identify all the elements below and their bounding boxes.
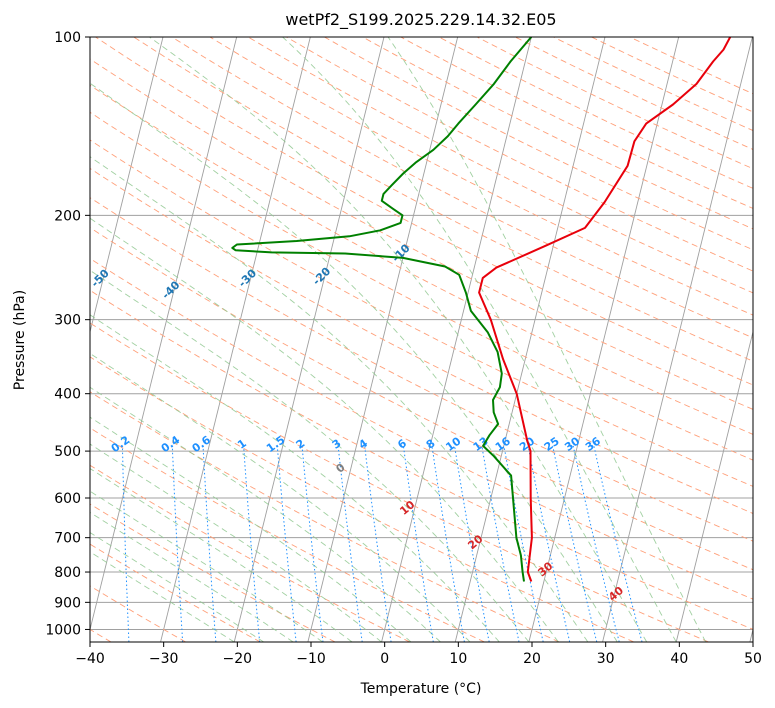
dry-adiabat-line: [362, 37, 753, 230]
dry-adiabat-line: [90, 391, 560, 642]
isotherm-line: [381, 37, 532, 642]
moist-adiabat-line: [387, 37, 707, 642]
dry-adiabat-line: [90, 289, 753, 630]
y-tick-label: 700: [54, 531, 81, 547]
background-lines: [90, 37, 753, 642]
isotherm-line: [90, 37, 164, 334]
y-tick-label: 200: [54, 208, 81, 224]
moist-adiabat-line: [90, 443, 382, 642]
dry-adiabat-line: [90, 427, 485, 642]
x-tick-label: −40: [75, 651, 105, 667]
y-axis-label: Pressure (hPa): [12, 290, 28, 390]
isotherm-line: [90, 37, 238, 632]
x-tick-label: 40: [670, 651, 688, 667]
isotherm-label: -60: [15, 265, 38, 288]
mixing-ratio-line: [572, 445, 620, 642]
mixing-ratio-line: [171, 445, 184, 642]
mixing-ratio-line: [481, 445, 520, 642]
x-axis-label: Temperature (°C): [360, 681, 482, 697]
mixing-ratio-line: [276, 445, 297, 642]
moist-adiabat-line: [90, 82, 618, 642]
moist-adiabat-line: [90, 217, 559, 642]
moist-adiabat-line: [90, 468, 353, 642]
mixing-ratio-line: [364, 445, 392, 642]
x-tick-label: −20: [223, 651, 253, 667]
isotherm-line: [749, 627, 753, 642]
profile-lines: [231, 37, 732, 582]
dry-adiabat-line: [286, 37, 753, 272]
x-tick-label: 10: [449, 651, 467, 667]
isotherm-line: [675, 330, 753, 642]
x-tick-label: −30: [149, 651, 179, 667]
isotherm-line: [454, 37, 606, 642]
y-tick-label: 900: [54, 595, 81, 611]
x-tick-label: 50: [744, 651, 762, 667]
dry-adiabat-line: [95, 37, 753, 386]
mixing-ratio-line: [503, 445, 544, 642]
mixing-ratio-line: [454, 445, 490, 642]
moist-adiabat-line: [90, 490, 323, 642]
dry-adiabat-line: [209, 37, 753, 316]
mixing-ratio-line: [337, 445, 363, 642]
mixing-ratio-line: [593, 445, 643, 642]
mixing-ratio-line: [243, 445, 261, 642]
y-tick-label: 100: [54, 30, 81, 46]
moist-adiabat-line: [90, 314, 500, 642]
mixing-ratio-line: [431, 445, 465, 642]
y-tick-label: 500: [54, 444, 81, 460]
moist-adiabat-line: [282, 37, 677, 642]
isotherm-line: [160, 37, 311, 642]
dry-adiabat-line: [400, 37, 753, 209]
moist-adiabat-line: [90, 269, 530, 642]
dry-adiabat-line: [438, 37, 753, 189]
x-tick-label: 30: [597, 651, 615, 667]
isotherm-line: [528, 37, 680, 642]
dry-adiabat-line: [90, 322, 709, 642]
dry-adiabat-line: [171, 37, 753, 339]
mixing-ratio-line: [121, 445, 130, 642]
dry-adiabat-line: [247, 37, 753, 294]
x-tick-label: 20: [523, 651, 541, 667]
y-tick-label: 1000: [45, 622, 81, 638]
dry-adiabat-line: [90, 111, 753, 461]
dry-adiabat-line: [133, 37, 753, 362]
moist-adiabat-line: [90, 416, 412, 642]
x-tick-label: −10: [296, 651, 326, 667]
temperature-profile-line: [478, 37, 732, 582]
dry-adiabat-line: [324, 37, 753, 251]
moist-adiabat-line: [90, 156, 589, 642]
isotherm-line: [233, 37, 385, 642]
y-tick-label: 300: [54, 313, 81, 329]
dry-adiabat-line: [90, 503, 336, 642]
y-axis-ticks: 100 200 300 400 500 600 700 800 900 1000: [45, 30, 90, 638]
dry-adiabat-line: [515, 37, 753, 150]
dry-adiabat-line: [476, 37, 753, 170]
dry-adiabat-line: [90, 58, 753, 410]
dry-adiabat-line: [90, 84, 753, 435]
mixing-ratio-line: [527, 445, 571, 642]
mixing-ratio-line: [402, 445, 434, 642]
chart-title: wetPf2_S199.2025.229.14.32.E05: [285, 10, 556, 30]
x-tick-label: 0: [380, 651, 389, 667]
mixing-ratio-line: [202, 445, 217, 642]
x-axis-ticks: −40 −30 −20 −10 0 10 20 30 40 50: [75, 642, 762, 667]
plot-frame: [89, 36, 754, 643]
dry-adiabat-line: [90, 258, 753, 600]
plot-background: [90, 37, 753, 642]
y-tick-label: 400: [54, 387, 81, 403]
moist-adiabat-line: [90, 386, 441, 642]
y-tick-label: 600: [54, 491, 81, 507]
mixing-ratio-line: [301, 445, 324, 642]
dewpoint-profile-line: [231, 37, 533, 582]
y-tick-label: 800: [54, 565, 81, 581]
mixing-ratio-line: [552, 445, 598, 642]
